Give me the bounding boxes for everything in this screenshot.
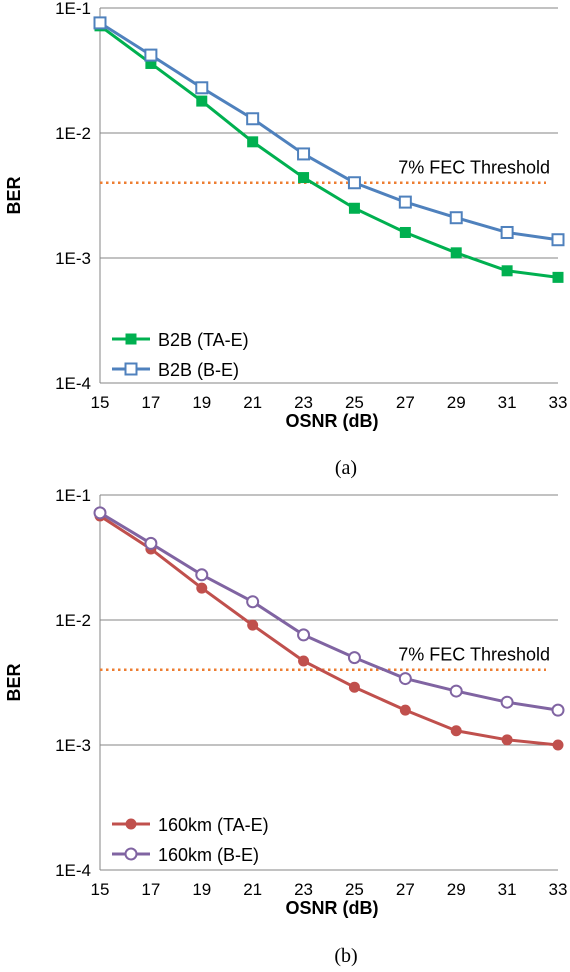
data-point-marker — [450, 247, 462, 259]
data-point-marker — [398, 672, 412, 686]
series-line-2 — [99, 21, 559, 242]
data-point-marker — [398, 195, 412, 209]
x-tick-label: 15 — [91, 393, 110, 412]
x-tick-label: 23 — [294, 880, 313, 899]
data-point-marker — [501, 265, 513, 277]
series-line-1 — [99, 514, 559, 747]
x-axis-title: OSNR (dB) — [286, 898, 379, 918]
data-point-marker — [450, 725, 462, 737]
data-point-marker — [399, 226, 411, 238]
data-point-marker — [551, 233, 565, 247]
x-tick-label: 23 — [294, 393, 313, 412]
data-point-marker — [247, 136, 259, 148]
data-point-marker — [347, 651, 361, 665]
data-point-marker — [348, 681, 360, 693]
data-point-marker — [297, 147, 311, 161]
y-tick-label: 1E-4 — [55, 374, 91, 393]
y-tick-label: 1E-4 — [55, 861, 91, 880]
y-tick-label: 1E-3 — [55, 249, 91, 268]
x-tick-label: 33 — [549, 393, 568, 412]
series-line-1 — [99, 24, 559, 279]
data-point-marker — [552, 271, 564, 283]
legend-label: 160km (TA-E) — [158, 815, 269, 835]
legend-marker — [125, 818, 137, 830]
data-point-marker — [449, 211, 463, 225]
data-point-marker — [501, 734, 513, 746]
data-point-marker — [144, 536, 158, 550]
legend-marker — [124, 847, 138, 861]
data-point-marker — [144, 48, 158, 62]
series-line-2 — [99, 511, 559, 712]
x-tick-label: 27 — [396, 880, 415, 899]
y-tick-label: 1E-1 — [55, 486, 91, 505]
data-point-marker — [347, 176, 361, 190]
data-point-marker — [196, 582, 208, 594]
x-tick-label: 17 — [141, 880, 160, 899]
data-point-marker — [247, 619, 259, 631]
data-point-marker — [195, 568, 209, 582]
figure-caption: (b) — [334, 945, 357, 967]
data-point-marker — [297, 628, 311, 642]
y-tick-label: 1E-2 — [55, 124, 91, 143]
x-tick-label: 29 — [447, 880, 466, 899]
legend-marker — [125, 333, 137, 345]
x-tick-label: 27 — [396, 393, 415, 412]
data-point-marker — [449, 684, 463, 698]
data-point-marker — [500, 695, 514, 709]
x-tick-label: 19 — [192, 880, 211, 899]
x-tick-label: 25 — [345, 393, 364, 412]
chart-panel-b: 1E-4 1E-3 1E-2 1E-1 15 17 19 21 23 25 27 29 31 33 OSNR… — [4, 486, 567, 967]
x-tick-label: 25 — [345, 880, 364, 899]
legend-label: B2B (TA-E) — [158, 330, 249, 350]
fec-threshold-label: 7% FEC Threshold — [398, 645, 550, 665]
x-tick-label: 21 — [243, 880, 262, 899]
data-point-marker — [348, 202, 360, 214]
legend-label: B2B (B-E) — [158, 360, 239, 380]
data-point-marker — [298, 172, 310, 184]
data-point-marker — [298, 655, 310, 667]
fec-threshold-label: 7% FEC Threshold — [398, 158, 550, 178]
x-tick-label: 29 — [447, 393, 466, 412]
x-tick-label: 19 — [192, 393, 211, 412]
figure-caption: (a) — [335, 457, 357, 479]
y-tick-label: 1E-3 — [55, 736, 91, 755]
data-point-marker — [551, 703, 565, 717]
x-axis-title: OSNR (dB) — [286, 411, 379, 431]
x-tick-label: 15 — [91, 880, 110, 899]
data-point-marker — [500, 225, 514, 239]
data-point-marker — [246, 595, 260, 609]
x-tick-label: 17 — [141, 393, 160, 412]
y-axis-title: BER — [4, 176, 24, 214]
data-point-marker — [246, 112, 260, 126]
y-axis-title: BER — [4, 663, 24, 701]
data-point-marker — [93, 16, 107, 30]
x-tick-label: 31 — [498, 393, 517, 412]
y-tick-label: 1E-1 — [55, 0, 91, 18]
x-tick-label: 31 — [498, 880, 517, 899]
chart-panel-a: 1E-4 1E-3 1E-2 1E-1 15 17 19 21 23 25 27 29 31 33 OSNR… — [4, 0, 567, 479]
data-point-marker — [399, 704, 411, 716]
legend-marker — [124, 362, 138, 376]
data-point-marker — [195, 81, 209, 95]
data-point-marker — [196, 95, 208, 107]
data-point-marker — [552, 739, 564, 751]
legend-label: 160km (B-E) — [158, 845, 259, 865]
y-tick-label: 1E-2 — [55, 611, 91, 630]
x-tick-label: 33 — [549, 880, 568, 899]
x-tick-label: 21 — [243, 393, 262, 412]
data-point-marker — [93, 506, 107, 520]
